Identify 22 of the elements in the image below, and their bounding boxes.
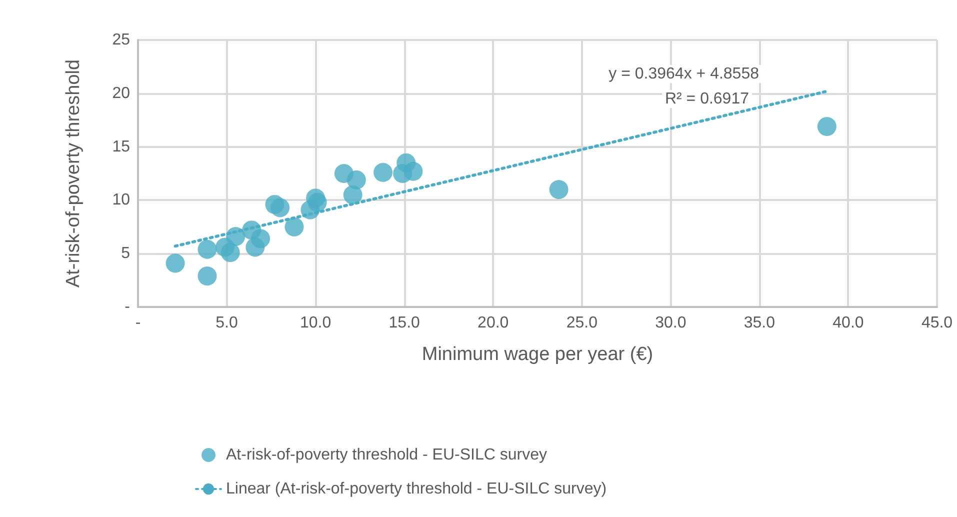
annotation: R² = 0.6917 — [664, 90, 750, 108]
y-tick-label: - — [124, 298, 130, 316]
annotation: y = 0.3964x + 4.8558 — [608, 66, 760, 82]
x-axis-title: Minimum wage per year (€) — [422, 344, 654, 365]
x-tick-label: - — [135, 314, 141, 332]
x-tick-label: 15.0 — [388, 314, 420, 332]
x-tick-label: 40.0 — [832, 314, 864, 332]
x-tick-label: 5.0 — [216, 314, 238, 332]
legend-label: At-risk-of-poverty threshold - EU-SILC survey — [226, 446, 547, 464]
x-tick-label: 30.0 — [655, 314, 686, 332]
x-tick-label: 25.0 — [566, 314, 598, 332]
y-tick-label: 25 — [112, 32, 130, 48]
y-tick-label: 15 — [112, 138, 130, 156]
y-tick-label: 5 — [121, 245, 130, 262]
legend-label: Linear (At-risk-of-poverty threshold - EU-SILC survey) — [226, 480, 607, 498]
y-tick-label: 20 — [112, 84, 130, 102]
x-tick-label: 20.0 — [478, 314, 509, 332]
x-tick-label: 35.0 — [744, 314, 776, 332]
y-axis-title: At-risk-of-poverty threshold — [63, 59, 84, 288]
x-tick-label: 45.0 — [921, 314, 953, 332]
x-tick-label: 10.0 — [300, 314, 332, 332]
y-tick-label: 10 — [112, 192, 130, 209]
